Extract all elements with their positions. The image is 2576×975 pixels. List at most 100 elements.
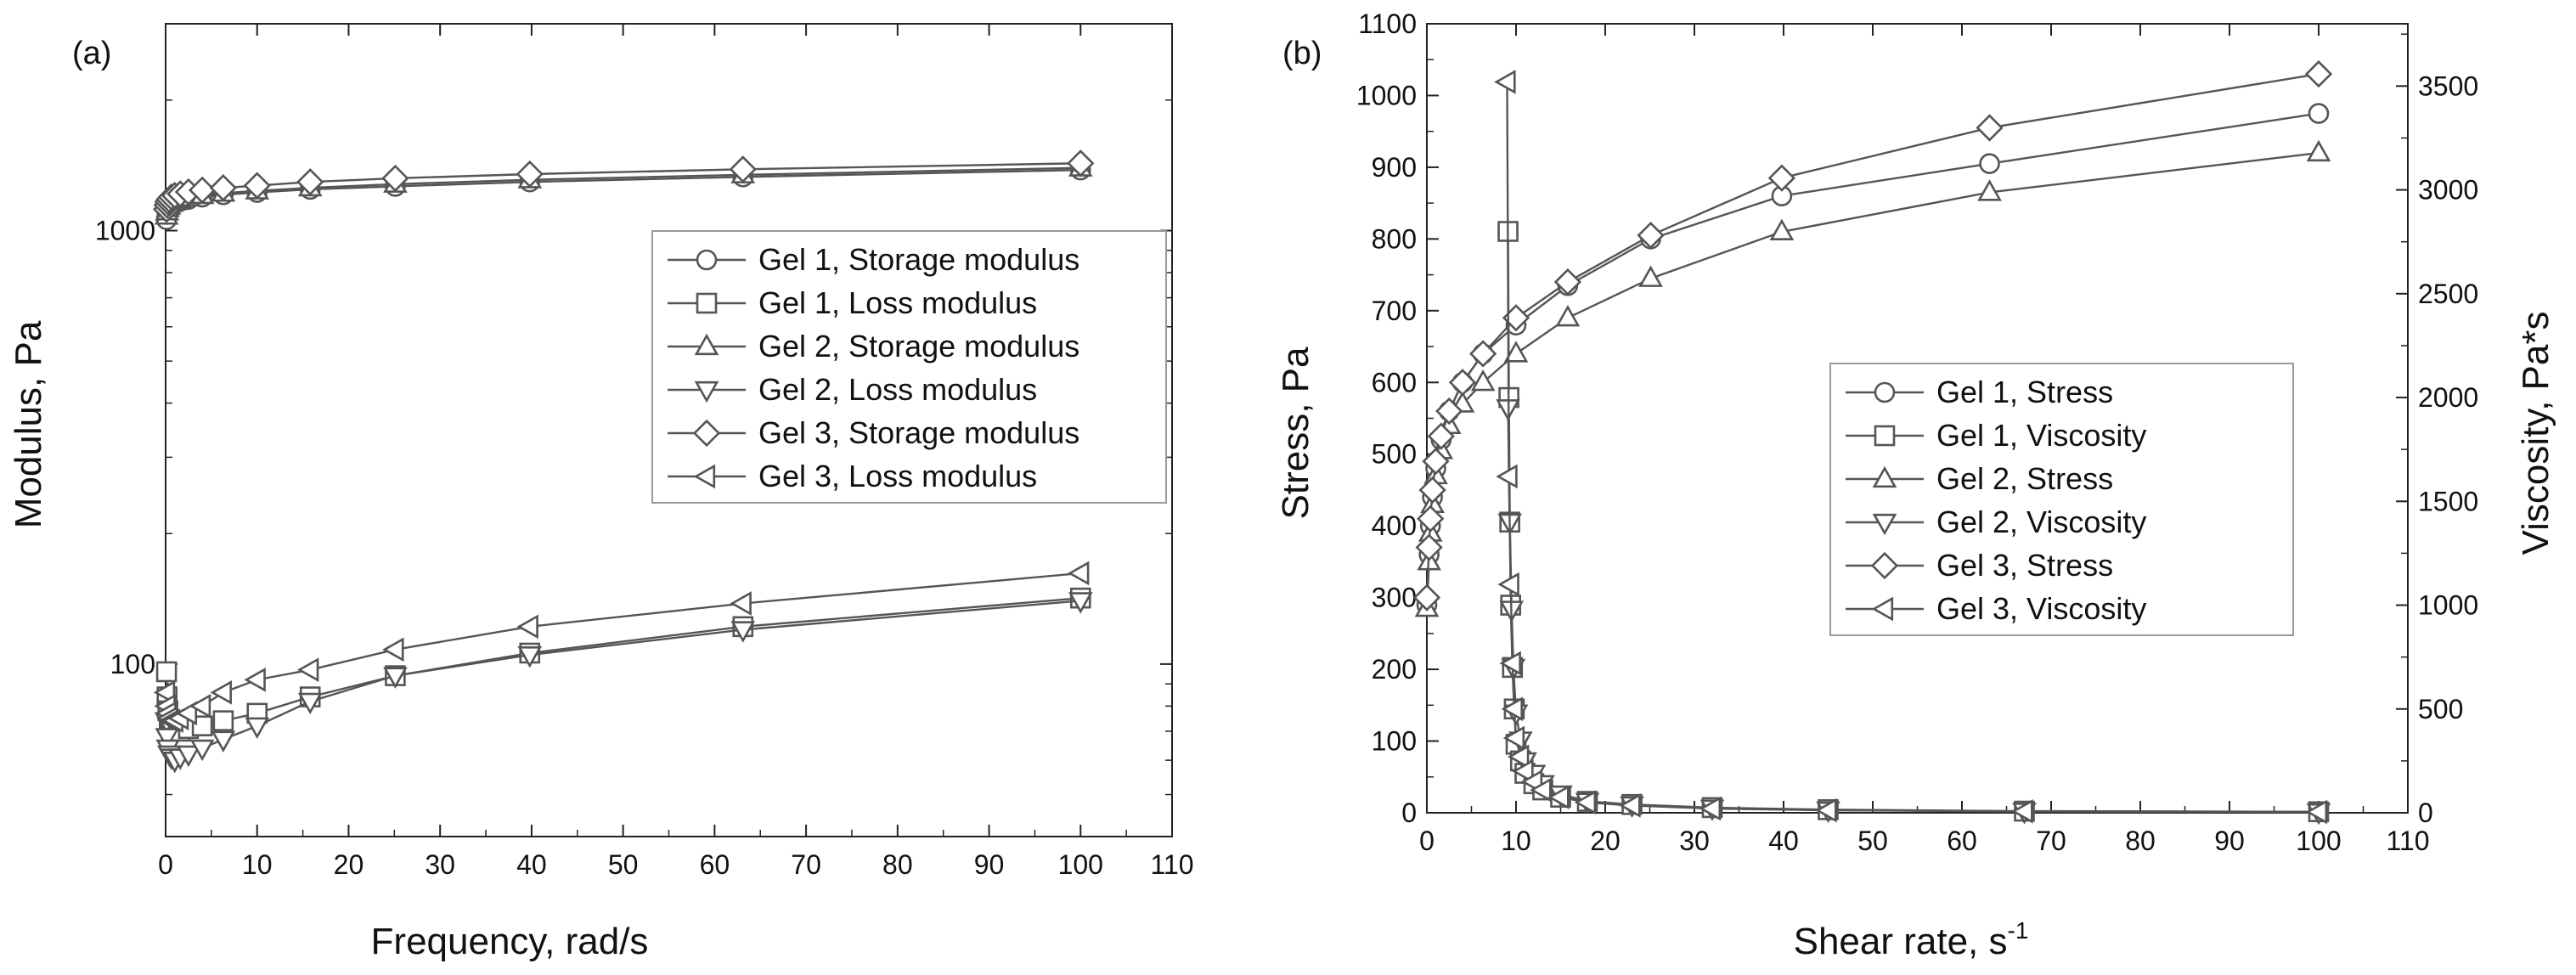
- data-point: [1501, 696, 1523, 722]
- legend-item-gel-2-storage-modulus: Gel 2, Storage modulus: [668, 329, 1079, 364]
- data-point: [381, 164, 409, 193]
- x-tick-label: 80: [882, 849, 913, 880]
- x-tick-label: 60: [700, 849, 730, 880]
- data-point: [2011, 798, 2033, 824]
- panel-a-label: (a): [72, 36, 111, 71]
- legend-box: [1829, 363, 2294, 636]
- data-point: [1767, 164, 1796, 192]
- legend-label: Gel 2, Loss modulus: [758, 372, 1037, 407]
- legend-item-gel-3-viscosity: Gel 3, Viscosity: [1846, 591, 2146, 626]
- data-point: [2306, 139, 2331, 162]
- x-tick-label: 100: [2296, 826, 2341, 856]
- legend-marker: [696, 292, 718, 314]
- series-gel-3-stress: [1412, 59, 2333, 611]
- data-point: [2308, 103, 2330, 124]
- legend-label: Gel 3, Storage modulus: [758, 415, 1079, 450]
- series-gel-3-loss-modulus: [153, 561, 1090, 733]
- legend-marker: [1872, 513, 1897, 536]
- x-tick-label: 40: [1768, 826, 1799, 856]
- legend-item-gel-3-stress: Gel 3, Stress: [1846, 548, 2113, 583]
- data-point: [1067, 149, 1095, 178]
- data-point: [1494, 70, 1516, 94]
- x-tick-label: 60: [1947, 826, 1977, 856]
- data-point: [729, 155, 757, 183]
- data-point: [209, 174, 238, 202]
- data-point: [1507, 744, 1530, 769]
- x-tick-label: 90: [2214, 826, 2245, 856]
- data-point: [516, 614, 538, 640]
- legend-marker: [1871, 596, 1894, 622]
- legend-marker: [1874, 381, 1896, 403]
- data-point: [1530, 777, 1552, 803]
- legend-label: Gel 2, Storage modulus: [758, 329, 1079, 364]
- legend-item-gel-2-stress: Gel 2, Stress: [1846, 461, 2113, 496]
- data-point: [244, 668, 266, 692]
- data-point: [1502, 725, 1525, 751]
- data-point: [1415, 533, 1443, 561]
- panel-b-x-axis-title: Shear rate, s-1: [1794, 917, 2029, 962]
- data-point: [155, 728, 180, 750]
- legend-label: Gel 3, Viscosity: [1936, 591, 2146, 626]
- x-tick-label: 70: [2036, 826, 2066, 856]
- data-point: [1068, 592, 1093, 614]
- data-point: [383, 667, 408, 689]
- legend-item-gel-1-storage-modulus: Gel 1, Storage modulus: [668, 242, 1079, 277]
- data-point: [2304, 59, 2333, 88]
- legend-item-gel-1-viscosity: Gel 1, Viscosity: [1846, 418, 2146, 453]
- data-point: [1417, 504, 1445, 533]
- data-point: [1427, 422, 1455, 450]
- data-point: [211, 730, 236, 752]
- legend-label: Gel 3, Stress: [1936, 548, 2113, 583]
- y-tick-label: 1100: [1358, 8, 1417, 39]
- x-tick-label: 80: [2125, 826, 2156, 856]
- data-point: [1553, 268, 1582, 296]
- data-point: [189, 739, 215, 762]
- data-point: [155, 661, 178, 683]
- chart-panel-a: (a) Frequency, rad/s Modulus, Pa 0 10 20 30…: [8, 23, 1194, 962]
- data-point: [176, 745, 201, 768]
- x-tick-label: 50: [608, 849, 639, 880]
- panel-b-y2-axis-title: Viscosity, Pa*s: [2515, 312, 2556, 555]
- series-gel-2-loss-modulus: [154, 592, 1093, 774]
- legend-item-gel-3-loss-modulus: Gel 3, Loss modulus: [668, 459, 1037, 493]
- data-point: [1619, 793, 1641, 818]
- y2-tick-label: 0: [2418, 797, 2433, 828]
- data-point: [1499, 651, 1521, 676]
- y-tick-label: 700: [1372, 296, 1417, 326]
- data-point: [1979, 153, 2000, 174]
- x-tick-label: 30: [425, 849, 455, 880]
- legend-label: Gel 1, Storage modulus: [758, 242, 1079, 277]
- data-point: [1547, 785, 1570, 809]
- data-point: [1067, 561, 1090, 586]
- y-tick-label: 1000: [1356, 80, 1417, 110]
- data-point: [1469, 340, 1497, 368]
- data-point: [1769, 218, 1795, 241]
- data-point: [210, 680, 232, 705]
- x-tick-label: 30: [1679, 826, 1710, 856]
- legend-label: Gel 1, Stress: [1936, 375, 2113, 409]
- legend-label: Gel 1, Loss modulus: [758, 285, 1037, 320]
- panel-a-legend: Gel 1, Storage modulus Gel 1, Loss modulu…: [651, 230, 1167, 504]
- y2-tick-label: 500: [2418, 694, 2463, 724]
- x-tick-label: 20: [1590, 826, 1621, 856]
- panel-b-x-axis-title-superscript: -1: [2008, 917, 2029, 944]
- x-tick-label: 110: [1150, 849, 1193, 880]
- data-point: [1503, 341, 1529, 363]
- y2-tick-label: 1500: [2418, 486, 2478, 516]
- x-tick-label: 100: [1058, 849, 1103, 880]
- data-point: [516, 160, 544, 189]
- panel-a-axes: 0 10 20 30 40 50 60 70 80 90 100 110 100 1000: [95, 23, 1194, 880]
- legend-marker: [694, 380, 719, 403]
- y2-tick-label: 2500: [2418, 279, 2478, 309]
- panel-a-series-group: [152, 149, 1095, 774]
- data-point: [1435, 397, 1463, 426]
- data-point: [243, 172, 271, 200]
- data-point: [517, 645, 543, 668]
- x-tick-label: 10: [242, 849, 273, 880]
- y-tick-label: 900: [1372, 152, 1417, 183]
- x-tick-label: 10: [1501, 826, 1531, 856]
- data-point: [175, 701, 198, 726]
- legend-label: Gel 3, Loss modulus: [758, 459, 1037, 493]
- data-point: [1418, 476, 1446, 504]
